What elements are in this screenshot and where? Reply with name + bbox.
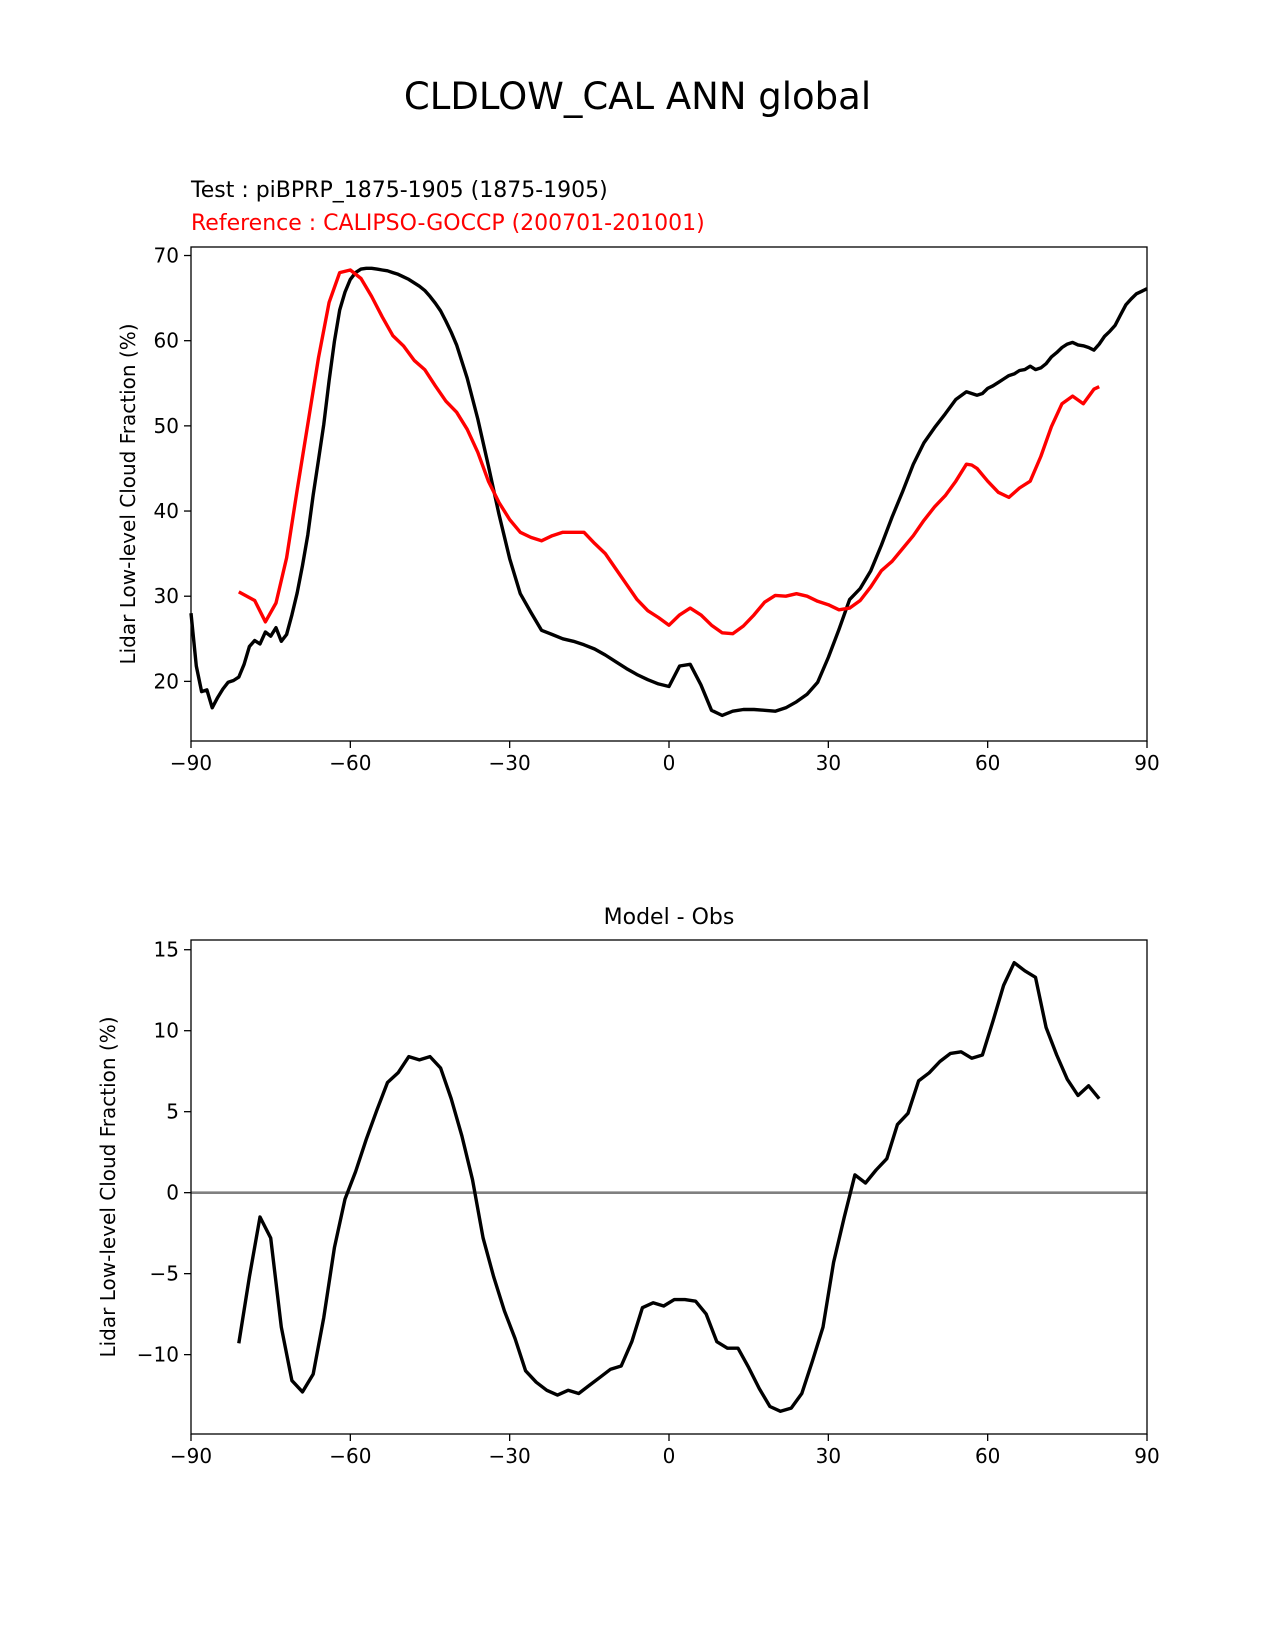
x-tick-label: 0 [663,1444,676,1468]
x-tick-label: −90 [170,1444,212,1468]
x-tick-label: 60 [975,751,1000,775]
series-line-test [237,961,1101,1413]
y-tick-label: 5 [166,1100,179,1124]
x-tick-label: 0 [663,751,676,775]
x-tick-label: −30 [489,1444,531,1468]
test-title: Test : piBPRP_1875-1905 (1875-1905) [190,178,608,203]
series-line-reference [237,268,1100,636]
x-tick-label: −90 [170,751,212,775]
y-tick-label: 0 [166,1181,179,1205]
y-tick-label: 10 [154,1019,179,1043]
difference-title: Model - Obs [604,905,735,930]
figure-title: CLDLOW_CAL ANN global [403,75,872,118]
x-tick-label: 30 [816,1444,841,1468]
x-tick-label: 90 [1134,751,1159,775]
y-axis-label: Lidar Low-level Cloud Fraction (%) [116,323,140,664]
reference-title: Reference : CALIPSO-GOCCP (200701-201001… [191,211,705,236]
y-tick-label: 30 [154,584,179,608]
x-tick-label: −60 [329,751,371,775]
x-tick-label: −60 [329,1444,371,1468]
y-tick-label: 15 [154,938,179,962]
y-tick-label: 60 [154,329,179,353]
x-tick-label: 60 [975,1444,1000,1468]
y-tick-label: 70 [154,244,179,268]
x-tick-label: 90 [1134,1444,1159,1468]
bottom-panel: −90 −60 −30 0 30 60 90 −10 −5 0 5 10 15 Lidar Low-lev… [96,938,1160,1468]
y-axis-label: Lidar Low-level Cloud Fraction (%) [96,1016,120,1357]
series-line-test [189,266,1148,718]
y-tick-label: 40 [154,499,179,523]
x-tick-label: 30 [816,751,841,775]
plot-frame [190,939,1148,1435]
y-tick-label: 20 [154,669,179,693]
y-tick-label: −5 [150,1262,179,1286]
y-tick-label: 50 [154,414,179,438]
top-panel: −90 −60 −30 0 30 60 90 20 30 40 50 60 70 Lidar Low-le… [116,244,1160,775]
x-tick-label: −30 [489,751,531,775]
y-tick-label: −10 [137,1343,179,1367]
